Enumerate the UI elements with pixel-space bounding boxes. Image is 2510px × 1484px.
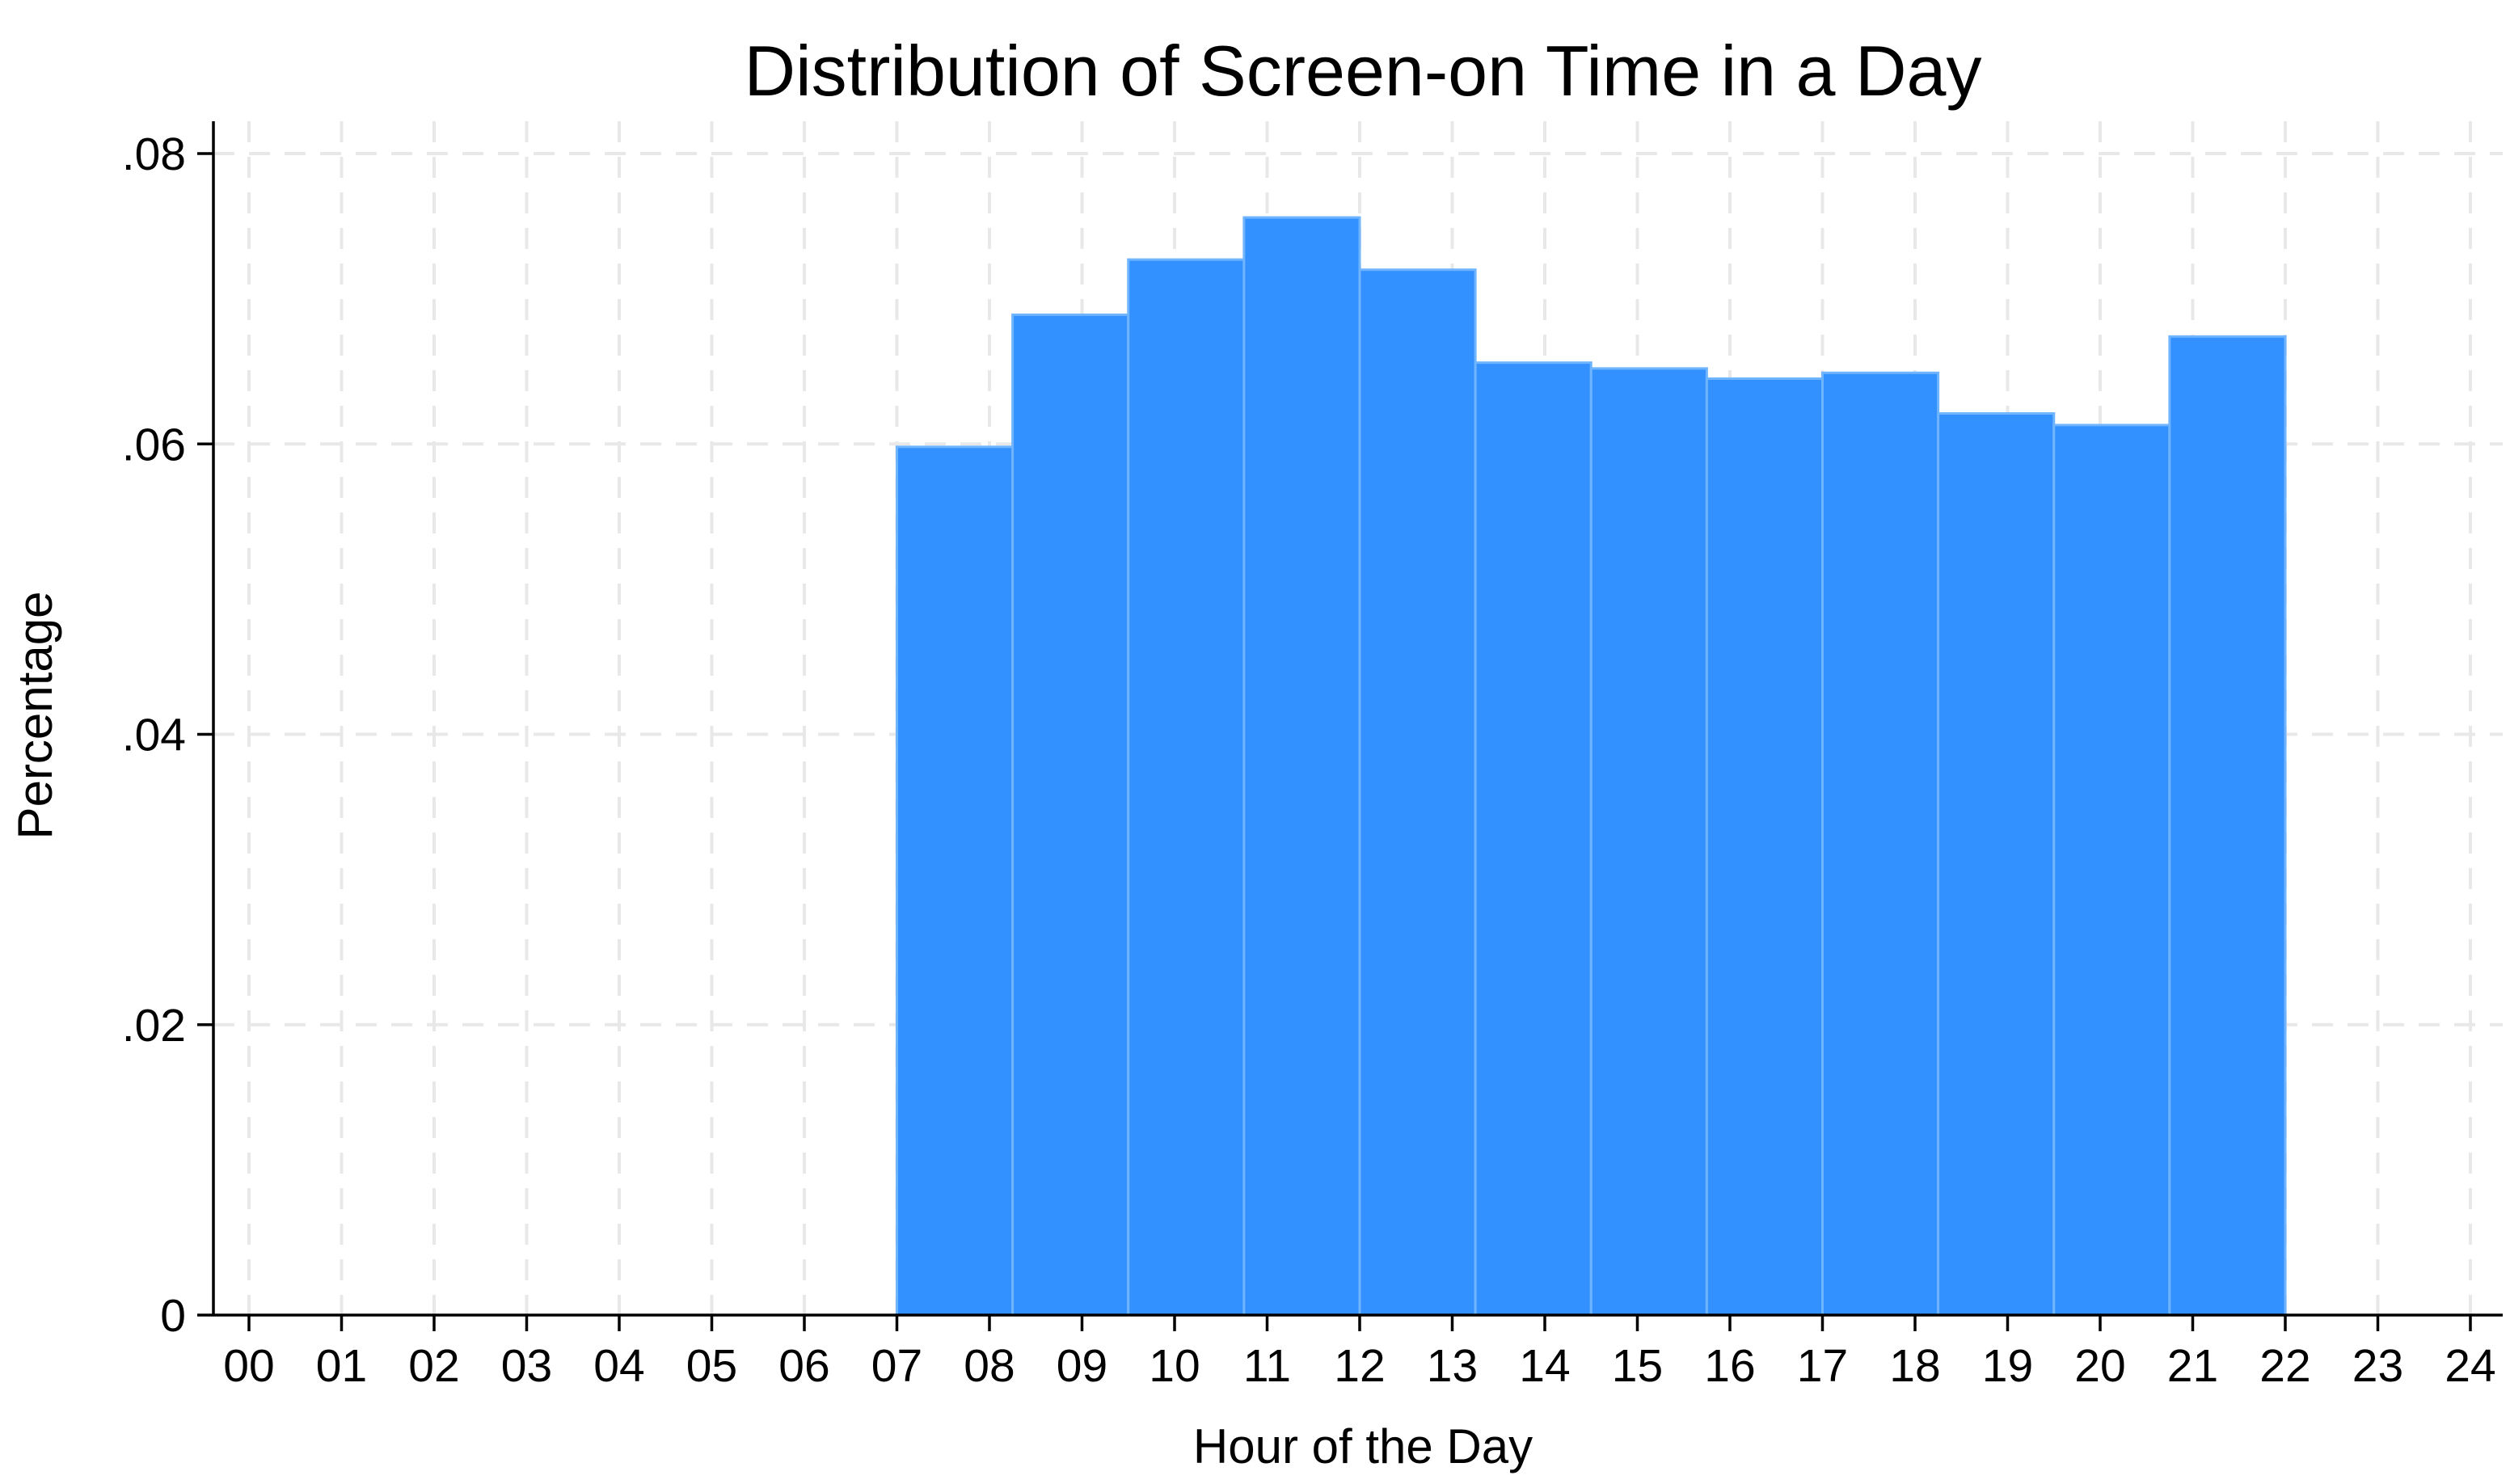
histogram-bar xyxy=(2168,335,2287,1317)
x-tick-label: 17 xyxy=(1797,1340,1848,1392)
histogram-bar xyxy=(1358,268,1477,1317)
histogram-bar xyxy=(1474,361,1592,1317)
x-tick-label: 02 xyxy=(408,1340,459,1392)
histogram-bar xyxy=(1937,412,2056,1317)
x-tick-label: 19 xyxy=(1982,1340,2033,1392)
x-tick-label: 24 xyxy=(2445,1340,2495,1392)
y-tick-label: .06 xyxy=(122,419,186,470)
x-tick-label: 08 xyxy=(964,1340,1015,1392)
x-tick-label: 04 xyxy=(593,1340,644,1392)
histogram-bar xyxy=(1705,377,1824,1317)
chart-title: Distribution of Screen-on Time in a Day xyxy=(745,31,1982,111)
y-tick-label: .02 xyxy=(122,1000,186,1052)
histogram-bar xyxy=(2052,424,2171,1317)
y-tick-label: 0 xyxy=(160,1290,186,1342)
x-tick-label: 10 xyxy=(1149,1340,1200,1392)
histogram-bar xyxy=(896,445,1015,1317)
x-tick-label: 20 xyxy=(2074,1340,2125,1392)
x-tick-label: 13 xyxy=(1427,1340,1478,1392)
histogram-bars xyxy=(896,216,2287,1317)
x-axis-ticks: 00 01 02 03 04 05 06 07 08 09 10 11 12 13 14 15 16 17 18 19… xyxy=(223,1315,2496,1392)
x-tick-label: 23 xyxy=(2352,1340,2403,1392)
x-tick-label: 18 xyxy=(1889,1340,1940,1392)
histogram-bar xyxy=(1589,367,1708,1317)
x-axis-label: Hour of the Day xyxy=(1193,1419,1533,1473)
x-tick-label: 01 xyxy=(316,1340,367,1392)
axes xyxy=(212,121,2503,1317)
x-tick-label: 11 xyxy=(1243,1340,1291,1392)
y-tick-label: .08 xyxy=(122,129,186,180)
x-tick-label: 21 xyxy=(2167,1340,2218,1392)
x-tick-label: 00 xyxy=(223,1340,274,1392)
x-tick-label: 06 xyxy=(778,1340,829,1392)
x-tick-label: 14 xyxy=(1519,1340,1570,1392)
x-tick-label: 03 xyxy=(501,1340,552,1392)
histogram-bar xyxy=(1127,258,1246,1317)
histogram-bar xyxy=(1242,216,1361,1317)
x-tick-label: 07 xyxy=(871,1340,922,1392)
x-tick-label: 09 xyxy=(1057,1340,1107,1392)
x-tick-label: 12 xyxy=(1334,1340,1385,1392)
x-tick-label: 22 xyxy=(2259,1340,2310,1392)
x-tick-label: 05 xyxy=(686,1340,737,1392)
histogram-bar xyxy=(1011,313,1130,1317)
y-axis-ticks: 0 .02 .04 .06 .08 xyxy=(122,129,213,1342)
x-tick-label: 15 xyxy=(1612,1340,1663,1392)
x-tick-label: 16 xyxy=(1704,1340,1755,1392)
histogram-bar xyxy=(1821,371,1940,1317)
y-axis-label: Percentage xyxy=(8,592,62,840)
y-tick-label: .04 xyxy=(122,710,186,761)
